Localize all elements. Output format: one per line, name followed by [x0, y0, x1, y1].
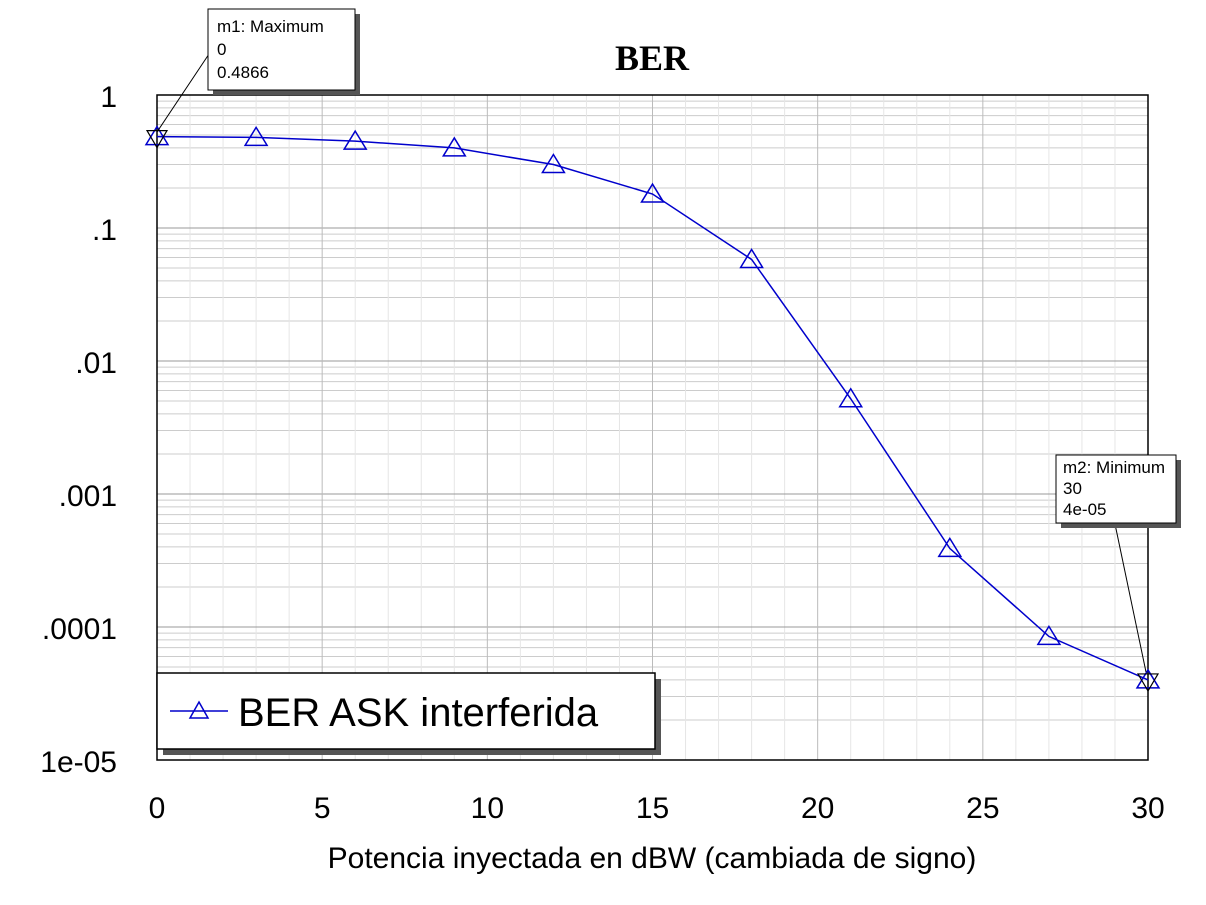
marker-symbol [1136, 673, 1160, 693]
x-tick-labels: 0 5 10 15 20 25 30 [149, 792, 1165, 825]
y-tick-label: 1 [100, 81, 117, 114]
series-line [156, 135, 1149, 681]
x-tick-label: 15 [636, 792, 669, 825]
marker-m1-label: m1: Maximum [217, 17, 324, 36]
data-point [838, 387, 864, 408]
data-point [1135, 668, 1161, 689]
y-tick-label: .01 [75, 347, 117, 380]
data-point [1036, 624, 1062, 646]
y-tick-label: .001 [59, 480, 117, 513]
legend-box [156, 672, 656, 750]
marker-m2-leader [1114, 523, 1147, 673]
data-point [937, 536, 963, 558]
data-point [342, 129, 368, 150]
data-point [144, 125, 170, 146]
marker-m2-box [1055, 454, 1177, 524]
y-tick-label: .0001 [42, 613, 117, 646]
x-tick-label: 25 [966, 792, 999, 825]
marker-m2-x: 30 [1063, 479, 1082, 498]
x-tick-label: 5 [314, 792, 331, 825]
data-point [640, 182, 665, 203]
chart-title: BER [615, 38, 690, 78]
y-tick-label: .1 [92, 214, 117, 247]
marker-m1-box [207, 8, 356, 91]
legend: BER ASK interferida [156, 672, 661, 755]
data-point [243, 125, 269, 147]
marker-m2-label: m2: Minimum [1063, 458, 1165, 477]
marker-m2: m2: Minimum 30 4e-05 [1055, 454, 1181, 673]
legend-triangle-icon [188, 700, 210, 719]
x-tick-label: 10 [471, 792, 504, 825]
marker-m2-y: 4e-05 [1063, 500, 1106, 519]
x-tick-label: 30 [1131, 792, 1164, 825]
data-point [441, 136, 467, 157]
marker-m1-y: 0.4866 [217, 63, 269, 82]
y-tick-labels: 1 .1 .01 .001 .0001 1e-05 [40, 81, 117, 779]
marker-m1-x: 0 [217, 40, 226, 59]
legend-label: BER ASK interferida [238, 691, 599, 735]
data-point [739, 248, 764, 269]
x-tick-label: 20 [801, 792, 834, 825]
data-point [541, 153, 566, 174]
y-tick-label: 1e-05 [40, 746, 117, 779]
marker-symbol [145, 130, 169, 149]
marker-m1-leader [156, 44, 216, 133]
x-tick-label: 0 [149, 792, 166, 825]
series-layer [144, 125, 1161, 693]
marker-m1: m1: Maximum 0 0.4866 [156, 8, 360, 133]
plot-frame [156, 94, 1149, 761]
x-axis-label: Potencia inyectada en dBW (cambiada de s… [328, 842, 977, 875]
